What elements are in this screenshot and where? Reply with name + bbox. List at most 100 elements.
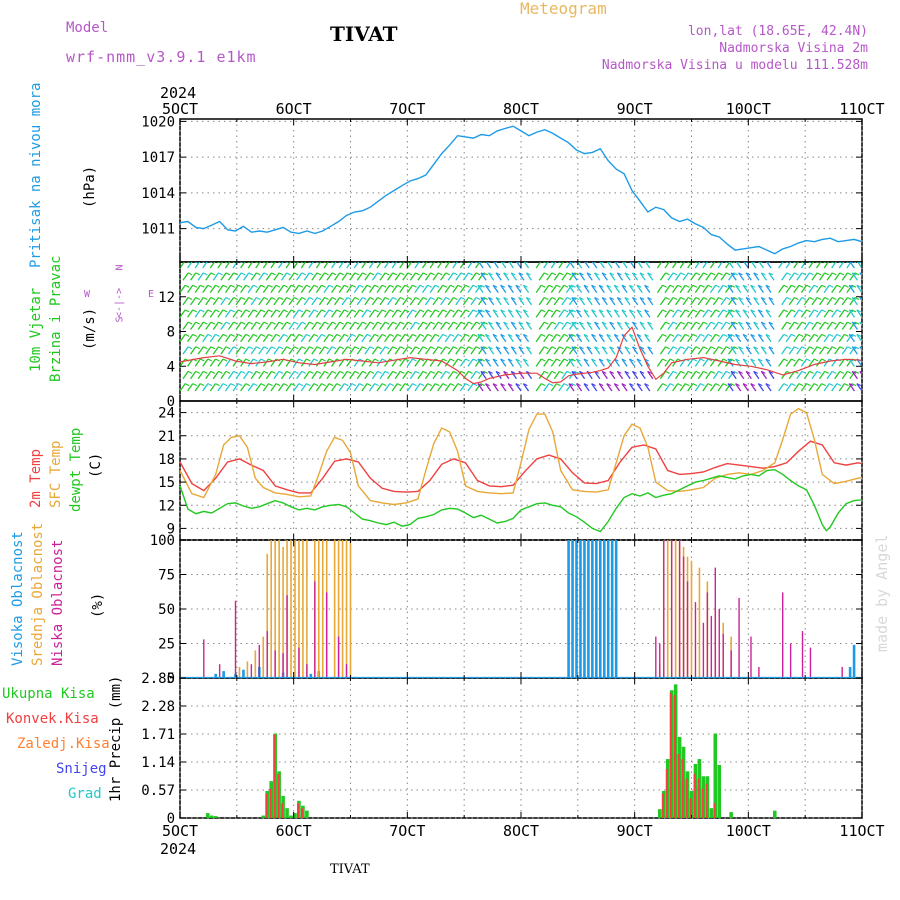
wind-barb (781, 297, 788, 306)
precip-total-bar (772, 810, 777, 818)
y-tick-label: 25 (158, 637, 175, 653)
wind-barb-tick (275, 309, 281, 313)
wind-barb (399, 383, 406, 392)
wind-barb-tick (851, 284, 857, 288)
wind-barb (591, 262, 598, 269)
wind-barbs (180, 262, 862, 392)
wind-barb (826, 321, 833, 330)
wind-barb-tick (457, 358, 463, 362)
wind-barb (768, 370, 775, 380)
wind-barb (624, 272, 631, 281)
wind-barb (197, 321, 204, 330)
wind-barb-tick (407, 272, 413, 276)
wind-barb (778, 334, 785, 343)
wind-barb (288, 321, 295, 330)
wind-barb-tick (480, 297, 486, 301)
wind-barb-tick (662, 358, 667, 362)
wind-barb (516, 262, 522, 269)
wind-barb-tick (362, 370, 367, 374)
cloud-mid-bar (254, 650, 257, 678)
wind-barb (315, 309, 323, 318)
wind-barb-tick (354, 272, 360, 276)
wind-barb (823, 309, 830, 318)
wind-barb (538, 297, 545, 306)
wind-barb-tick (283, 383, 288, 387)
wind-barb-tick (291, 383, 296, 387)
wind-barb-tick (617, 297, 622, 301)
wind-barb (507, 284, 514, 293)
wind-barb (738, 370, 745, 380)
wind-barb (220, 321, 227, 330)
wind-barb-tick (571, 272, 577, 276)
wind-barb (409, 297, 417, 306)
wind-barb-tick (377, 370, 382, 374)
wind-barb (384, 383, 391, 392)
cloud-low-bar (655, 636, 657, 678)
panel-grids (179, 119, 863, 819)
wind-barb-tick (389, 383, 395, 387)
wind-barb (694, 383, 701, 392)
wind-barb-tick (733, 346, 739, 350)
wind-barb-tick (568, 284, 574, 288)
wind-barb (217, 334, 224, 343)
wind-barb-tick (695, 272, 701, 276)
wind-barb (477, 358, 484, 367)
wind-barb-tick (858, 262, 862, 264)
wind-barb (507, 383, 514, 392)
wind-barb-tick (662, 309, 667, 313)
wind-barb-tick (725, 346, 731, 350)
wind-barb-tick (483, 346, 488, 350)
wind-barb-tick (233, 321, 238, 325)
wind-barb-tick (639, 370, 645, 374)
wind-barb-tick (579, 346, 584, 350)
wind-barb (409, 346, 417, 355)
wind-barb-tick (442, 333, 448, 337)
wind-barb (800, 358, 808, 367)
wind-barb-tick (309, 321, 314, 325)
wind-barb (553, 297, 561, 306)
wind-barb (470, 346, 477, 355)
wind-barb (180, 309, 186, 318)
wind-barb-tick (430, 321, 435, 325)
wind-barb (856, 334, 862, 343)
wind-barb-tick (700, 358, 705, 362)
wind-barb (247, 383, 254, 392)
wind-barb (757, 309, 765, 318)
wind-barb (659, 346, 667, 355)
wind-barb-tick (541, 309, 546, 313)
wind-barb-tick (707, 383, 713, 387)
wind-barb (414, 284, 421, 293)
wind-barb (800, 334, 808, 343)
wind-barb (796, 297, 803, 306)
wind-barb-tick (753, 321, 758, 325)
wind-barb-tick (551, 272, 557, 276)
wind-barb (622, 262, 628, 269)
wind-barb-tick (566, 321, 572, 325)
wind-barb-tick (783, 284, 789, 288)
cloud-high-bar (587, 540, 590, 678)
wind-barb-tick (237, 333, 243, 337)
wind-barb (609, 321, 616, 330)
wind-barb-tick (511, 346, 516, 350)
wind-barb (270, 262, 276, 269)
cloud-mid-bar (274, 540, 276, 678)
wind-barb (823, 262, 830, 269)
wind-barb (293, 383, 300, 392)
wind-barb (212, 370, 220, 380)
wind-barb-tick (316, 370, 322, 374)
wind-barb-tick (400, 346, 405, 350)
wind-barb-tick (453, 272, 458, 276)
wind-barb-tick (768, 272, 774, 276)
wind-barb-tick (617, 272, 622, 276)
wind-barb (568, 284, 575, 293)
wind-barb-tick (544, 370, 549, 374)
wind-barb-tick (415, 346, 420, 350)
wind-barb-tick (460, 272, 466, 276)
wind-barb-tick (369, 346, 375, 350)
y-tick-label: 12 (158, 290, 175, 306)
wind-barb-tick (765, 309, 771, 313)
wind-barb-tick (240, 272, 246, 276)
wind-barb (518, 346, 525, 355)
wind-barb (318, 370, 326, 380)
wind-barb-tick (442, 309, 448, 313)
